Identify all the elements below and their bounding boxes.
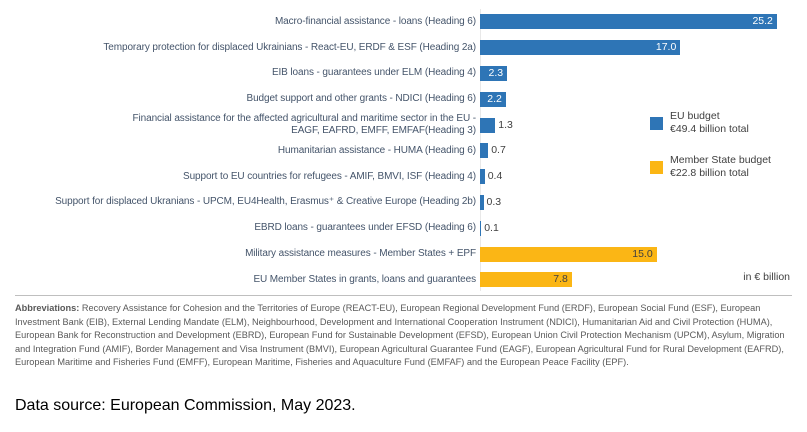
chart-row: Financial assistance for the affected ag… (0, 112, 807, 138)
value-label: 0.7 (491, 144, 506, 157)
category-label: Support for displaced Ukranians - UPCM, … (55, 196, 476, 208)
value-label: 17.0 (655, 41, 677, 54)
legend-item-member-state-budget: Member State budget €22.8 billion total (650, 154, 771, 180)
category-label: EIB loans - guarantees under ELM (Headin… (271, 67, 476, 79)
bar-track: 0.4 (480, 169, 807, 185)
category-label: Humanitarian assistance - HUMA (Heading … (277, 144, 476, 156)
data-source: Data source: European Commission, May 20… (15, 397, 356, 414)
legend: EU budget €49.4 billion total Member Sta… (650, 110, 771, 198)
separator-line (15, 295, 792, 296)
chart-row: EU Member States in grants, loans and gu… (0, 267, 807, 293)
category-label: Temporary protection for displaced Ukrai… (103, 41, 476, 53)
category-label: Budget support and other grants - NDICI … (246, 93, 477, 105)
eu-budget-swatch-icon (650, 117, 663, 130)
category-label: EBRD loans - guarantees under EFSD (Head… (254, 222, 476, 234)
value-label: 15.0 (632, 247, 653, 260)
bar-track: 17.0 (480, 40, 807, 56)
value-label: 0.4 (487, 170, 503, 183)
chart-rows: Macro-financial assistance - loans (Head… (0, 9, 807, 293)
value-label: 0.1 (484, 221, 499, 234)
value-label: 1.3 (498, 118, 513, 131)
bar: 17.0 (480, 40, 681, 56)
category-label: Financial assistance for the affected ag… (132, 113, 477, 137)
bar-chart: Macro-financial assistance - loans (Head… (0, 9, 807, 293)
value-label: 0.3 (486, 195, 502, 208)
chart-row: Military assistance measures - Member St… (0, 241, 807, 267)
legend-text: EU budget €49.4 billion total (670, 110, 749, 136)
bar: 25.2 (480, 14, 777, 30)
abbreviations-note: Abbreviations: Recovery Assistance for C… (15, 302, 794, 370)
chart-row: Budget support and other grants - NDICI … (0, 86, 807, 112)
bar (480, 220, 482, 236)
bar (480, 143, 489, 159)
bar: 15.0 (480, 246, 657, 262)
bar-track: 0.3 (480, 194, 807, 210)
value-label: 25.2 (752, 15, 773, 28)
legend-series-name: Member State budget (670, 154, 771, 166)
bar-track: 2.3 (480, 65, 807, 81)
category-label: Macro-financial assistance - loans (Head… (274, 15, 476, 27)
value-label: 7.8 (553, 273, 568, 286)
category-label: EU Member States in grants, loans and gu… (253, 273, 476, 285)
bar (480, 117, 496, 133)
bar-track: 7.8 (480, 272, 807, 288)
bar-track: 1.3 (480, 117, 807, 133)
legend-series-total: €22.8 billion total (670, 167, 749, 179)
abbreviations-label: Abbreviations: (15, 303, 80, 313)
bar-track: 0.1 (480, 220, 807, 236)
bar-track: 2.2 (480, 91, 807, 107)
chart-row: EIB loans - guarantees under ELM (Headin… (0, 61, 807, 87)
legend-series-name: EU budget (670, 110, 720, 122)
chart-row: Macro-financial assistance - loans (Head… (0, 9, 807, 35)
bar-track: 15.0 (480, 246, 807, 262)
chart-row: Support for displaced Ukranians - UPCM, … (0, 190, 807, 216)
category-label: Support to EU countries for refugees - A… (183, 170, 476, 182)
bar (480, 169, 485, 185)
chart-row: Humanitarian assistance - HUMA (Heading … (0, 138, 807, 164)
bar (480, 194, 484, 210)
member-state-budget-swatch-icon (650, 161, 663, 174)
abbreviations-text: Recovery Assistance for Cohesion and the… (15, 303, 785, 368)
chart-row: Support to EU countries for refugees - A… (0, 164, 807, 190)
value-label: 2.3 (488, 66, 504, 79)
chart-row: EBRD loans - guarantees under EFSD (Head… (0, 215, 807, 241)
legend-item-eu-budget: EU budget €49.4 billion total (650, 110, 771, 136)
bar: 2.3 (480, 65, 508, 81)
bar-track: 0.7 (480, 143, 807, 159)
chart-row: Temporary protection for displaced Ukrai… (0, 35, 807, 61)
bar-track: 25.2 (480, 14, 807, 30)
legend-series-total: €49.4 billion total (670, 123, 749, 135)
bar: 2.2 (480, 91, 506, 107)
category-label: Military assistance measures - Member St… (245, 248, 476, 260)
value-label: 2.2 (487, 92, 502, 105)
unit-note: in € billion (743, 271, 790, 283)
bar: 7.8 (480, 272, 572, 288)
legend-text: Member State budget €22.8 billion total (670, 154, 771, 180)
